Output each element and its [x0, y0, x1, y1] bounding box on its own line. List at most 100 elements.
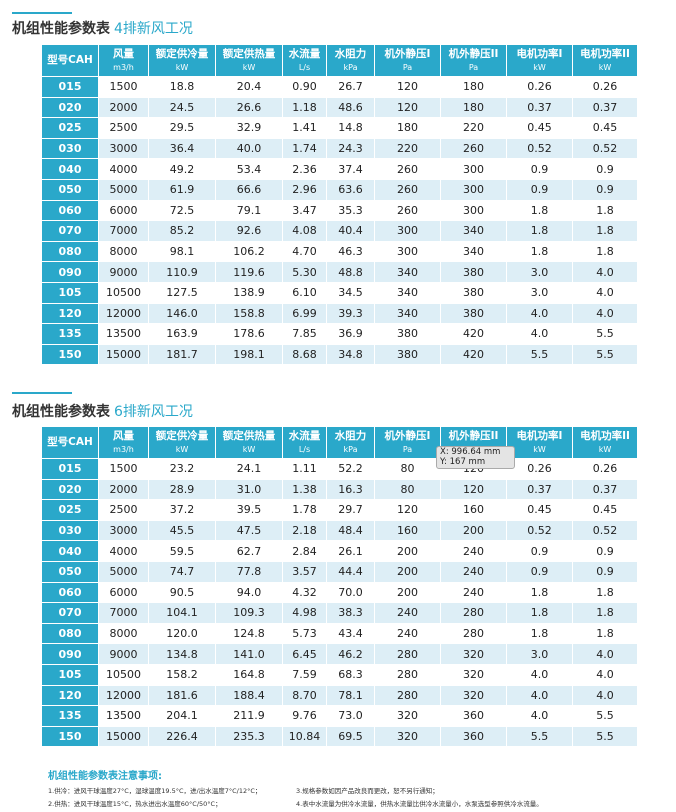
model-cell: 150 — [41, 725, 99, 748]
cell: 134.8 — [148, 643, 216, 665]
model-cell: 120 — [41, 302, 99, 325]
model-cell: 020 — [41, 478, 99, 501]
cell: 0.45 — [572, 499, 638, 521]
cell: 5000 — [98, 178, 149, 201]
cell: 146.0 — [148, 302, 216, 325]
cell: 158.8 — [215, 302, 283, 325]
cell: 7.85 — [282, 323, 327, 345]
data-row: 025 2500 29.5 32.9 1.41 14.8 180 220 0.45 0.45 — [41, 117, 638, 139]
cell: 10.84 — [282, 725, 327, 748]
cell: 2500 — [98, 117, 149, 139]
cell: 380 — [440, 302, 507, 325]
table: 型号CAH 风量 m3/h 额定供冷量 kW 额定供热量 kW 水流量 L/s 水阻力 kPa 机外静… — [41, 44, 638, 366]
cell: 260 — [440, 137, 507, 160]
cell: 36.9 — [326, 323, 375, 345]
cell: 74.7 — [148, 560, 216, 583]
header-name: 型号CAH — [47, 54, 93, 66]
cell: 220 — [440, 117, 507, 139]
cell: 4.0 — [572, 663, 638, 686]
header-name: 机外静压II — [448, 47, 499, 60]
note: 3.规格参数如因产品改良而更改，恕不另行通知； — [296, 787, 439, 795]
header-name: 电机功率I — [516, 47, 563, 60]
header-cell: 机外静压II Pa — [440, 44, 507, 77]
cell: 0.26 — [506, 76, 573, 98]
data-row: 060 6000 90.5 94.0 4.32 70.0 200 240 1.8 1.8 — [41, 581, 638, 604]
header-name: 风量 — [113, 429, 134, 442]
data-row: 150 15000 181.7 198.1 8.68 34.8 380 420 5.5 5.5 — [41, 343, 638, 366]
data-row: 030 3000 36.4 40.0 1.74 24.3 220 260 0.52 0.52 — [41, 137, 638, 160]
cell: 240 — [374, 622, 441, 645]
cell: 47.5 — [215, 519, 283, 542]
cell: 181.6 — [148, 684, 216, 707]
header-unit: L/s — [298, 62, 311, 72]
cell: 0.9 — [506, 158, 573, 180]
data-row: 090 9000 134.8 141.0 6.45 46.2 280 320 3.0 4.0 — [41, 643, 638, 665]
cell: 0.37 — [572, 478, 638, 501]
model-cell: 025 — [41, 117, 99, 139]
cell: 380 — [440, 261, 507, 283]
section-title: 机组性能参数表 4排新风工况 — [12, 18, 193, 38]
cell: 49.2 — [148, 158, 216, 180]
cell: 0.9 — [506, 178, 573, 201]
header-unit: Pa — [402, 62, 413, 72]
header-name: 机外静压I — [384, 47, 431, 60]
cell: 204.1 — [148, 705, 216, 727]
cell: 2.96 — [282, 178, 327, 201]
cell: 0.9 — [572, 178, 638, 201]
model-cell: 135 — [41, 323, 99, 345]
cell: 120.0 — [148, 622, 216, 645]
cell: 46.2 — [326, 643, 375, 665]
cell: 2000 — [98, 478, 149, 501]
cell: 109.3 — [215, 602, 283, 624]
header-unit: kW — [242, 62, 256, 72]
header-unit: kW — [598, 62, 612, 72]
header-name: 电机功率II — [580, 47, 630, 60]
header-name: 水流量 — [288, 429, 321, 442]
cell: 0.37 — [572, 96, 638, 119]
cell: 0.52 — [506, 519, 573, 542]
cell: 26.7 — [326, 76, 375, 98]
cell: 16.3 — [326, 478, 375, 501]
cell: 200 — [440, 519, 507, 542]
cell: 24.3 — [326, 137, 375, 160]
cell: 226.4 — [148, 725, 216, 748]
header-cell: 额定供热量 kW — [215, 44, 283, 77]
cell: 1.8 — [506, 581, 573, 604]
cell: 48.4 — [326, 519, 375, 542]
subtitle: 4排新风工况 — [114, 21, 193, 37]
cell: 26.1 — [326, 540, 375, 562]
header-row: 型号CAH 风量 m3/h 额定供冷量 kW 额定供热量 kW 水流量 L/s 水阻力 kPa 机外静… — [41, 426, 638, 459]
header-cell: 机外静压I Pa — [374, 44, 441, 77]
cell: 120 — [374, 499, 441, 521]
cell: 69.5 — [326, 725, 375, 748]
tooltip-y: Y: 167 mm — [440, 457, 486, 467]
header-unit: kW — [533, 444, 546, 454]
cell: 72.5 — [148, 199, 216, 222]
note: 1.供冷：进风干球温度27°C，湿球温度19.5°C，进/出水温度7°C/12°… — [48, 787, 262, 795]
cell: 46.3 — [326, 240, 375, 263]
cell: 320 — [440, 643, 507, 665]
cell: 13500 — [98, 323, 149, 345]
cell: 0.9 — [506, 560, 573, 583]
cell: 280 — [440, 602, 507, 624]
cell: 15000 — [98, 343, 149, 366]
note: 2.供热：进风干球温度15°C，热水进出水温度60°C/50°C； — [48, 800, 222, 808]
cell: 29.7 — [326, 499, 375, 521]
cell: 163.9 — [148, 323, 216, 345]
cell: 178.6 — [215, 323, 283, 345]
cell: 90.5 — [148, 581, 216, 604]
cell: 420 — [440, 323, 507, 345]
cell: 360 — [440, 705, 507, 727]
header-name: 额定供冷量 — [155, 429, 209, 442]
cell: 240 — [374, 602, 441, 624]
cell: 4.0 — [506, 323, 573, 345]
cell: 15000 — [98, 725, 149, 748]
header-unit: Pa — [402, 444, 413, 454]
cell: 10500 — [98, 281, 149, 304]
cell: 5.5 — [572, 705, 638, 727]
cell: 0.37 — [506, 478, 573, 501]
cell: 1.8 — [506, 240, 573, 263]
cell: 61.9 — [148, 178, 216, 201]
cell: 8.70 — [282, 684, 327, 707]
data-row: 105 10500 158.2 164.8 7.59 68.3 280 320 4.0 4.0 — [41, 663, 638, 686]
